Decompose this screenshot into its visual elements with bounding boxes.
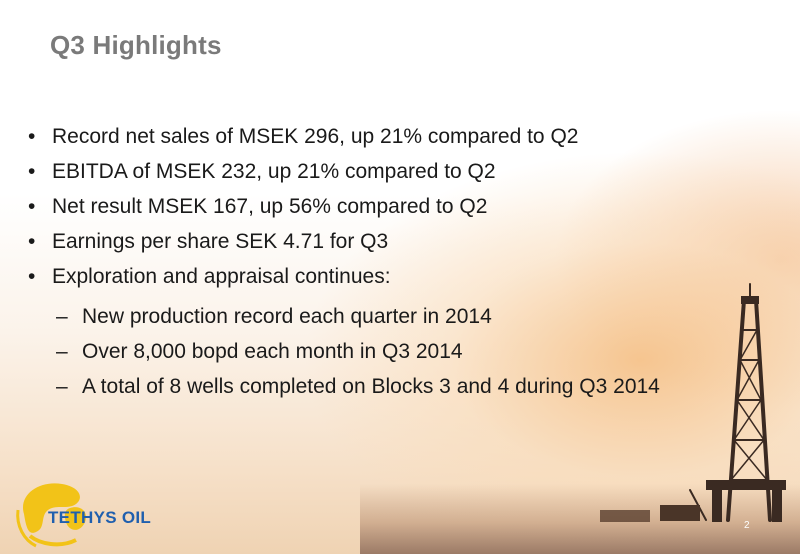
dash-marker: – <box>56 340 68 363</box>
company-logo-text: TETHYS OIL <box>48 508 152 527</box>
bullet-item: • Record net sales of MSEK 296, up 21% c… <box>22 124 722 150</box>
sub-bullet-item: – New production record each quarter in … <box>56 304 716 330</box>
slide-title: Q3 Highlights <box>50 30 222 60</box>
sub-bullet-text: A total of 8 wells completed on Blocks 3… <box>82 375 660 398</box>
sub-bullet-list: – New production record each quarter in … <box>56 304 716 409</box>
bullet-list: • Record net sales of MSEK 296, up 21% c… <box>22 124 722 299</box>
bullet-text: Net result MSEK 167, up 56% compared to … <box>52 195 488 218</box>
bullet-item: • Net result MSEK 167, up 56% compared t… <box>22 194 722 220</box>
bullet-item: • EBITDA of MSEK 232, up 21% compared to… <box>22 159 722 185</box>
bullet-item: • Earnings per share SEK 4.71 for Q3 <box>22 229 722 255</box>
sub-bullet-item: – A total of 8 wells completed on Blocks… <box>56 374 716 400</box>
sub-bullet-item: – Over 8,000 bopd each month in Q3 2014 <box>56 339 716 365</box>
bullet-marker: • <box>28 160 36 183</box>
bullet-marker: • <box>28 265 36 288</box>
sub-bullet-text: New production record each quarter in 20… <box>82 305 492 328</box>
globe-logo-icon <box>16 483 87 548</box>
bullet-text: Exploration and appraisal continues: <box>52 265 391 288</box>
sub-bullet-text: Over 8,000 bopd each month in Q3 2014 <box>82 340 463 363</box>
bullet-text: Record net sales of MSEK 296, up 21% com… <box>52 125 579 148</box>
bullet-marker: • <box>28 125 36 148</box>
bullet-marker: • <box>28 195 36 218</box>
page-number: 2 <box>744 520 750 531</box>
bullet-marker: • <box>28 230 36 253</box>
bullet-item: • Exploration and appraisal continues: <box>22 264 722 290</box>
bullet-text: EBITDA of MSEK 232, up 21% compared to Q… <box>52 160 496 183</box>
dash-marker: – <box>56 305 68 328</box>
bullet-text: Earnings per share SEK 4.71 for Q3 <box>52 230 389 253</box>
dash-marker: – <box>56 375 68 398</box>
